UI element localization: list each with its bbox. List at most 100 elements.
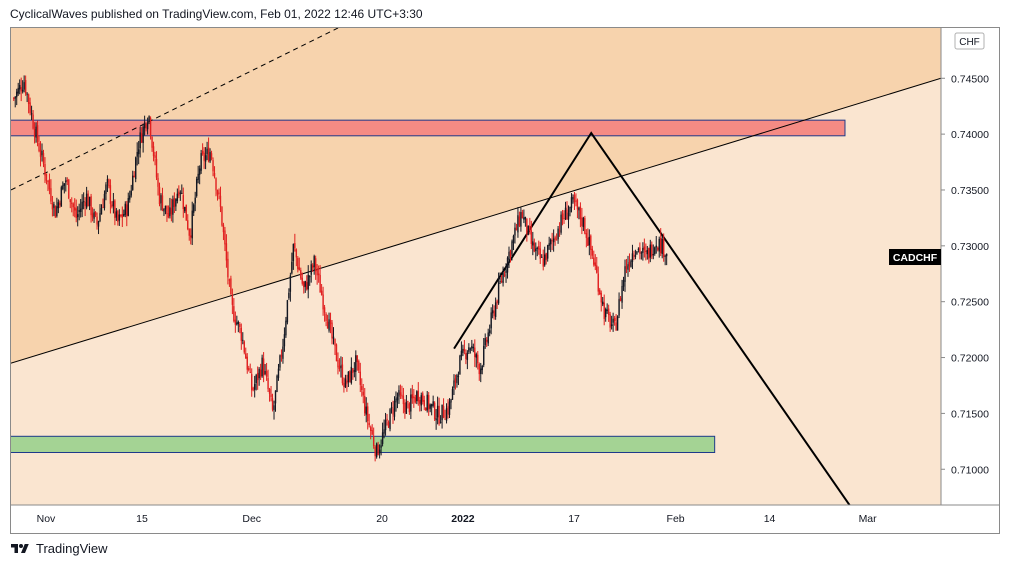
candle-body	[195, 178, 198, 196]
candle-body	[57, 202, 60, 209]
currency-badge[interactable]: CHF	[954, 32, 985, 50]
footer-brand[interactable]: TradingView	[10, 541, 108, 556]
candle-body	[471, 346, 473, 349]
candle-body	[91, 213, 94, 218]
candle-body	[16, 91, 18, 98]
candle-body	[169, 207, 171, 217]
candle-body	[422, 393, 424, 402]
candle-body	[115, 211, 118, 218]
symbol-price-badge[interactable]: CADCHF	[889, 249, 941, 266]
candle-body	[445, 408, 448, 421]
candle-body	[436, 405, 439, 418]
candle-body	[500, 281, 503, 283]
candle-body	[419, 399, 421, 404]
candle-body	[206, 148, 208, 155]
candle-body	[331, 322, 333, 339]
candle-body	[213, 173, 216, 177]
candle-body	[99, 213, 101, 222]
candle-body	[469, 348, 472, 350]
candle-body	[636, 251, 638, 254]
candle-body	[90, 196, 92, 216]
candle-body	[60, 187, 63, 207]
x-tick-label: 17	[568, 513, 580, 525]
candle-body	[561, 213, 564, 220]
candle-body	[392, 408, 394, 415]
candle-body	[14, 96, 16, 99]
candle-body	[23, 82, 25, 90]
candle-body	[442, 406, 445, 418]
candle-body	[120, 215, 122, 217]
candle-body	[417, 390, 419, 402]
candle-body	[279, 355, 281, 368]
symbol-label: CADCHF	[893, 252, 938, 264]
candle-body	[251, 374, 253, 391]
candle-body	[564, 207, 567, 220]
candle-body	[78, 210, 80, 212]
candle-body	[530, 230, 533, 244]
candle-body	[361, 386, 363, 391]
candle-body	[645, 250, 647, 253]
dashed-trendline[interactable]	[11, 11, 372, 191]
candle-body	[261, 357, 263, 377]
candle-body	[288, 292, 290, 299]
candle-body	[66, 179, 68, 182]
candle-body	[79, 208, 82, 212]
chart-frame	[10, 27, 1000, 534]
support-zone[interactable]	[1, 435, 716, 453]
candle-body	[48, 179, 51, 190]
candle-body	[221, 206, 223, 226]
candle-body	[488, 330, 491, 333]
candle-body	[527, 225, 530, 235]
candle-body	[349, 371, 351, 382]
candle-body	[129, 195, 131, 200]
candle-body	[633, 255, 635, 257]
candle-body	[105, 184, 107, 194]
candle-body	[188, 229, 190, 236]
candle-body	[524, 216, 527, 220]
candle-body	[276, 375, 278, 392]
candle-body	[585, 232, 588, 238]
candle-body	[216, 190, 219, 195]
candle-body	[191, 210, 193, 239]
candle-body	[353, 370, 356, 372]
candle-body	[423, 400, 425, 407]
candle-body	[262, 358, 265, 376]
candle-body	[375, 443, 378, 458]
candle-body	[124, 203, 126, 215]
candle-body	[93, 212, 95, 219]
channel-trendline[interactable]	[11, 77, 941, 364]
candle-body	[590, 235, 592, 250]
candle-body	[139, 132, 141, 149]
candle-body	[212, 160, 214, 172]
candle-body	[367, 406, 369, 422]
candle-body	[182, 195, 184, 210]
candle-body	[154, 155, 156, 158]
candle-body	[320, 290, 323, 295]
candle-body	[243, 341, 245, 353]
candle-body	[374, 446, 376, 457]
candle-body	[253, 383, 256, 390]
candle-body	[591, 248, 593, 256]
candle-body	[117, 211, 119, 222]
candle-body	[152, 146, 155, 157]
candle-body	[146, 122, 149, 130]
candle-body	[460, 350, 463, 357]
candle-body	[140, 133, 143, 143]
candle-body	[207, 147, 210, 162]
candle-body	[310, 264, 312, 275]
candle-body	[570, 197, 573, 209]
candle-body	[484, 338, 486, 346]
candle-body	[364, 395, 366, 414]
resistance-zone[interactable]	[1, 119, 846, 137]
candle-body	[503, 274, 506, 276]
candle-body	[157, 177, 159, 187]
candle-body	[112, 200, 115, 207]
candle-body	[289, 275, 292, 292]
candle-body	[491, 310, 494, 314]
candle-body	[557, 228, 559, 240]
candle-body	[453, 380, 455, 389]
candle-body	[56, 206, 58, 217]
candle-body	[511, 241, 513, 255]
candle-body	[39, 149, 42, 157]
